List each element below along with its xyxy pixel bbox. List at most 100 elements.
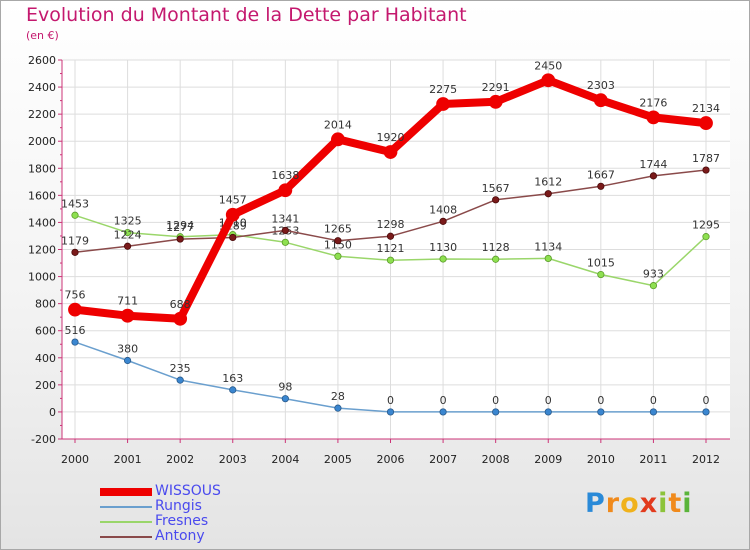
data-point-rungis	[334, 404, 342, 412]
x-tick-label: 2000	[61, 453, 89, 466]
legend-swatch	[100, 488, 152, 496]
data-point-fresnes	[597, 270, 605, 279]
data-point-rungis	[439, 408, 447, 416]
data-point-wissous	[278, 183, 293, 198]
data-point-fresnes	[492, 255, 500, 263]
data-label-fresnes: 1150	[324, 238, 352, 251]
y-tick-label: 200	[35, 379, 56, 392]
y-tick-label: 1000	[28, 271, 56, 284]
data-label-wissous: 756	[65, 289, 86, 302]
data-label-fresnes: 933	[643, 268, 664, 281]
data-point-rungis	[176, 376, 184, 384]
data-point-rungis	[229, 386, 237, 394]
data-label-antony: 1744	[639, 158, 667, 171]
chart-title: Evolution du Montant de la Dette par Hab…	[26, 4, 467, 26]
legend-label: Antony	[155, 528, 205, 544]
data-point-rungis	[649, 408, 658, 416]
legend-label: WISSOUS	[155, 483, 221, 499]
y-tick-label: 600	[35, 325, 56, 338]
data-label-antony: 1179	[61, 234, 89, 247]
data-label-antony: 1341	[271, 212, 299, 225]
data-point-wissous	[593, 93, 608, 108]
data-label-rungis: 0	[492, 394, 499, 407]
x-tick-label: 2006	[377, 453, 405, 466]
data-label-wissous: 2450	[534, 59, 562, 72]
data-point-fresnes	[386, 256, 395, 264]
data-label-antony: 1612	[534, 176, 562, 189]
logo-letter: o	[620, 488, 640, 519]
chart-subtitle: (en €)	[26, 29, 59, 42]
data-label-rungis: 380	[117, 342, 138, 355]
data-label-fresnes: 1015	[587, 257, 615, 270]
logo-letter: t	[668, 488, 683, 519]
data-label-wissous: 2303	[587, 79, 615, 92]
data-point-fresnes	[71, 211, 79, 219]
data-label-antony: 1298	[377, 218, 405, 231]
data-label-fresnes: 1295	[692, 219, 720, 232]
data-label-fresnes: 1121	[377, 242, 405, 255]
y-tick-label: 800	[35, 298, 56, 311]
x-tick-label: 2007	[429, 453, 457, 466]
y-tick-label: 1200	[28, 244, 56, 257]
data-point-antony	[492, 196, 500, 204]
data-label-rungis: 0	[650, 394, 657, 407]
data-point-wissous	[541, 73, 556, 88]
y-tick-label: 2600	[28, 54, 56, 67]
data-point-antony	[649, 172, 658, 180]
y-tick-label: 2000	[28, 135, 56, 148]
legend-label: Fresnes	[155, 513, 209, 529]
data-label-wissous: 2176	[639, 96, 667, 109]
data-label-rungis: 0	[545, 394, 552, 407]
x-tick-label: 2003	[219, 453, 247, 466]
x-tick-label: 2009	[534, 453, 562, 466]
y-tick-label: 2400	[28, 81, 56, 94]
data-label-rungis: 516	[65, 324, 86, 337]
data-point-wissous	[436, 97, 450, 111]
y-tick-label: 0	[49, 406, 56, 419]
data-point-antony	[176, 235, 184, 243]
data-label-wissous: 688	[170, 298, 191, 311]
data-point-wissous	[331, 132, 345, 147]
data-label-antony: 1667	[587, 168, 615, 181]
data-point-rungis	[71, 338, 79, 346]
data-label-rungis: 0	[440, 394, 447, 407]
data-label-fresnes: 1130	[429, 241, 457, 254]
x-tick-label: 2010	[587, 453, 615, 466]
logo-letter: i	[682, 488, 693, 519]
data-point-rungis	[386, 408, 395, 416]
data-point-rungis	[123, 356, 132, 365]
x-tick-label: 2008	[482, 453, 510, 466]
data-point-antony	[334, 237, 342, 245]
logo-letter: P	[585, 488, 606, 519]
x-tick-label: 2012	[692, 453, 720, 466]
data-label-rungis: 163	[222, 372, 243, 385]
logo-letter: r	[605, 488, 621, 519]
data-point-wissous	[699, 116, 713, 130]
data-point-fresnes	[281, 238, 289, 246]
data-label-fresnes: 1325	[114, 215, 142, 228]
data-label-wissous: 1638	[271, 169, 299, 182]
logo-letter: i	[658, 488, 669, 519]
data-point-antony	[123, 242, 132, 250]
data-label-antony: 1567	[482, 182, 510, 195]
data-label-wissous: 711	[117, 295, 138, 308]
data-point-wissous	[120, 308, 135, 323]
data-point-antony	[386, 232, 395, 240]
data-label-wissous: 1920	[377, 131, 405, 144]
y-tick-label: 1400	[28, 216, 56, 229]
data-point-antony	[71, 248, 79, 256]
data-label-wissous: 2014	[324, 118, 352, 131]
y-tick-label: 2200	[28, 108, 56, 121]
data-point-antony	[597, 182, 605, 190]
y-tick-label: 400	[35, 352, 56, 365]
y-tick-label: -200	[31, 433, 56, 446]
data-point-antony	[702, 166, 710, 174]
x-tick-label: 2004	[271, 453, 299, 466]
data-point-rungis	[597, 408, 605, 416]
data-point-fresnes	[544, 254, 552, 263]
legend-swatch	[100, 506, 152, 508]
logo-letter: x	[639, 488, 659, 519]
data-point-fresnes	[123, 228, 132, 237]
y-tick-label: 1600	[28, 189, 56, 202]
